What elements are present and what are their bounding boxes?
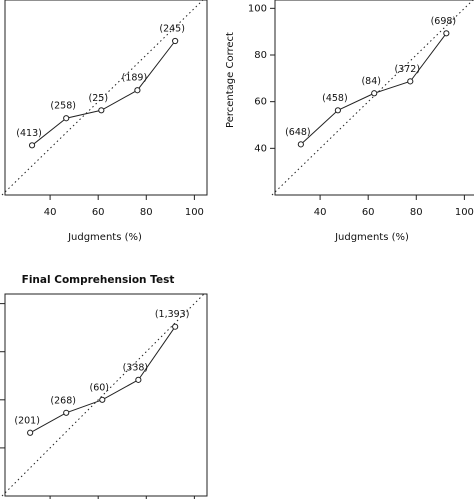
point-label: (25)	[89, 93, 109, 104]
point	[443, 30, 450, 37]
point	[27, 429, 34, 436]
x-tick-label: 100	[455, 207, 474, 218]
point-label: (84)	[361, 76, 381, 87]
y-tick-label: 100	[248, 3, 267, 14]
point-label: (698)	[431, 16, 457, 27]
point	[28, 142, 36, 149]
point-label: (258)	[50, 101, 76, 112]
point	[172, 323, 179, 330]
point-label: (201)	[14, 415, 40, 426]
x-tick-label: 60	[362, 207, 375, 218]
plot-frame	[274, 0, 474, 196]
x-tick-label: 80	[410, 207, 423, 218]
chart-title: Final Comprehension Test	[22, 274, 175, 286]
x-axis-label: Judgments (%)	[67, 232, 142, 243]
point-label: (268)	[50, 395, 76, 406]
calibration-line	[29, 326, 176, 434]
point	[63, 409, 70, 416]
reference-diagonal	[1, 0, 204, 196]
point-label: (245)	[159, 24, 185, 35]
point	[99, 396, 106, 403]
point	[297, 141, 304, 148]
y-tick-label: 40	[254, 143, 267, 154]
point	[407, 78, 414, 85]
reference-diagonal	[271, 0, 474, 196]
point-label: (458)	[322, 93, 348, 104]
point	[135, 376, 142, 383]
y-tick-label: 80	[254, 50, 267, 61]
point-label: (648)	[285, 127, 311, 138]
point	[334, 107, 341, 114]
x-tick-label: 60	[92, 207, 105, 218]
point-label: (189)	[122, 73, 148, 84]
point	[98, 107, 105, 114]
point	[134, 87, 141, 94]
point-label: (338)	[123, 362, 149, 373]
x-axis-label: Judgments (%)	[334, 232, 409, 243]
point-label: (372)	[395, 64, 421, 75]
point	[63, 115, 70, 122]
point	[172, 37, 179, 45]
point	[371, 90, 378, 97]
plot-frame	[4, 0, 208, 196]
plot-frame	[4, 293, 208, 497]
point-label: (1,393)	[155, 309, 190, 320]
point-label: (413)	[16, 128, 42, 139]
x-tick-label: 40	[44, 207, 57, 218]
point-label: (60)	[90, 382, 110, 393]
x-tick-label: 40	[314, 207, 327, 218]
x-tick-label: 80	[140, 207, 153, 218]
calibration-line	[300, 32, 447, 145]
y-tick-label: 60	[254, 97, 267, 108]
x-tick-label: 100	[185, 207, 204, 218]
y-axis-label: Percentage Correct	[225, 32, 236, 128]
